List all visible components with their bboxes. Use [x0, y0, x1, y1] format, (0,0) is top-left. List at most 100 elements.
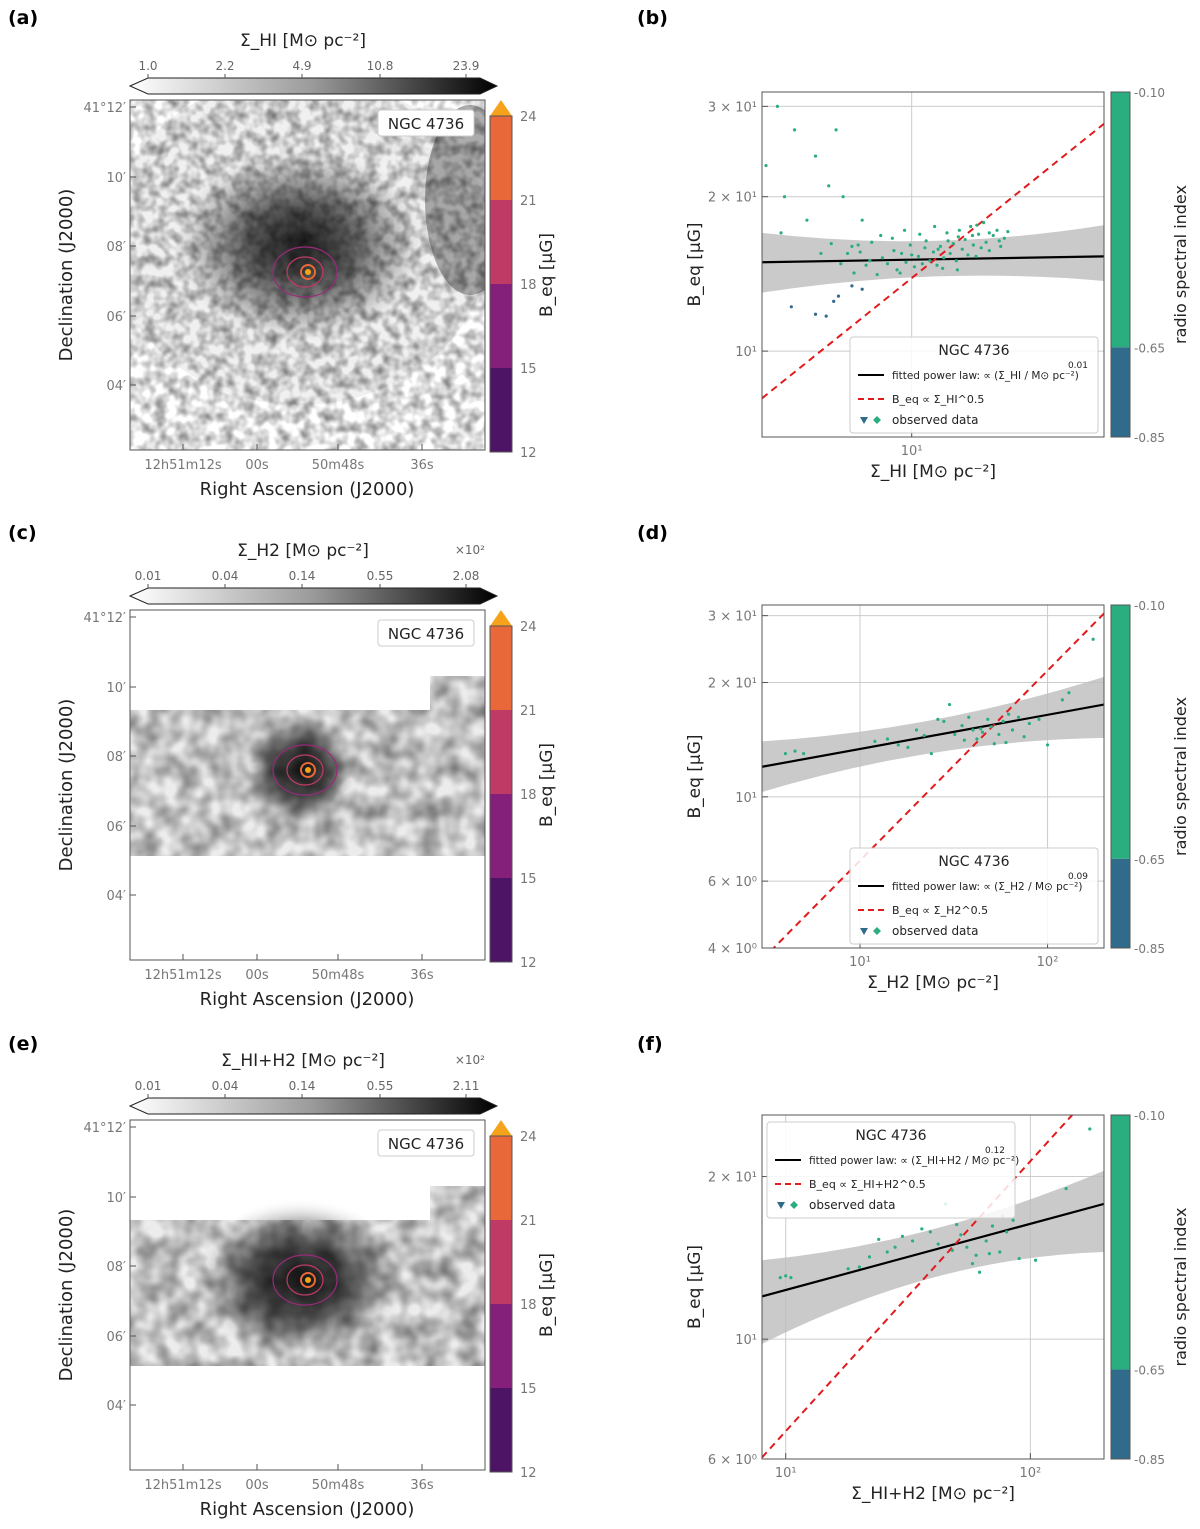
data-point [779, 231, 783, 235]
beq-colorbar-tick-label: 12 [520, 1466, 537, 1481]
beq-colorbar-segment [490, 200, 512, 284]
data-point [895, 268, 899, 272]
legend-title: NGC 4736 [938, 854, 1009, 870]
data-point [864, 263, 868, 267]
data-point [991, 233, 995, 238]
data-point [950, 1248, 954, 1252]
plot-frame [761, 91, 1105, 438]
ra-tick-label: 00s [245, 968, 269, 983]
data-point [904, 260, 908, 264]
ra-tick-label: 36s [410, 1478, 434, 1493]
spectral-colorbar-frame [1110, 604, 1131, 949]
spectral-colorbar-segment [1111, 1369, 1130, 1459]
data-point [954, 259, 958, 263]
data-point [1067, 691, 1071, 695]
dec-tick-label: 08′ [107, 750, 127, 765]
spectral-colorbar-segment [1111, 858, 1130, 948]
ra-tick-label: 50m48s [312, 458, 365, 473]
data-point [922, 733, 926, 738]
beq-colorbar-label: B_eq [μG] [537, 233, 557, 317]
map-colorbar-tick-label: 2.2 [215, 59, 234, 73]
fit-line [762, 1202, 1104, 1298]
ra-tick-label: 12h51m12s [144, 458, 222, 473]
y-axis-label: B_eq [μG] [685, 734, 705, 818]
map-xlabel: Right Ascension (J2000) [200, 479, 415, 500]
contour [272, 744, 338, 796]
map-colorbar [128, 587, 499, 605]
data-point [885, 1250, 889, 1254]
map-colorbar-tick-label: 1.0 [138, 59, 157, 73]
beq-colorbar-label: B_eq [μG] [537, 1253, 557, 1337]
data-point [1064, 1186, 1068, 1191]
y-axis-label: B_eq [μG] [685, 222, 705, 306]
fit-line [762, 255, 1104, 264]
beq-colorbar-tick-label: 15 [520, 362, 537, 377]
data-point [813, 312, 818, 316]
galaxy-label-box [377, 619, 475, 647]
map-colorbar-tick-label: 10.8 [367, 59, 394, 73]
map-colorbar-tick-label: 0.55 [367, 569, 394, 583]
data-point [990, 1224, 995, 1228]
data-point [918, 232, 922, 236]
data-point [980, 730, 985, 734]
data-point [819, 251, 823, 256]
confidence-band [762, 1170, 1104, 1344]
ra-tick-label: 50m48s [312, 1478, 365, 1493]
data-point [951, 242, 955, 246]
data-point [873, 739, 877, 743]
legend-obs-label: observed data [809, 1198, 895, 1212]
contour [286, 256, 324, 288]
beq-colorbar-segment [490, 116, 512, 200]
x-tick-label: 10¹ [775, 1466, 797, 1481]
map-xlabel: Right Ascension (J2000) [200, 1499, 415, 1520]
data-point [908, 243, 912, 247]
data-point [955, 1222, 959, 1227]
data-point [1091, 637, 1095, 641]
data-point [977, 232, 981, 236]
map-colorbar-tick-label: 4.9 [292, 59, 311, 73]
data-point [924, 239, 928, 243]
data-point [928, 1230, 932, 1234]
legend-ref-label: B_eq ∝ Σ_HI+H2^0.5 [809, 1178, 926, 1191]
map-colorbar-tick-label: 0.14 [289, 569, 316, 583]
plot-frame [761, 1114, 1105, 1460]
dec-tick-label: 10′ [107, 681, 127, 696]
spectral-tick-label: -0.85 [1134, 942, 1165, 956]
data-point [902, 228, 907, 232]
ra-tick-label: 36s [410, 458, 434, 473]
beq-colorbar-frame [489, 1135, 513, 1473]
legend-ref-label: B_eq ∝ Σ_HI^0.5 [892, 393, 984, 406]
legend-fit-exponent: 0.12 [985, 1146, 1005, 1156]
beq-colorbar-segment [490, 1304, 512, 1388]
map-ylabel: Declination (J2000) [56, 1209, 77, 1382]
beq-colorbar-segment [490, 1136, 512, 1220]
map-colorbar-label: Σ_H2 [M⊙ pc⁻²] [237, 541, 369, 561]
data-point [846, 1267, 850, 1271]
data-point [1060, 698, 1065, 702]
data-point [910, 253, 914, 257]
data-point [829, 242, 833, 246]
legend-marker-diamond [790, 1201, 798, 1209]
scatter-panel: 10¹ 10¹ 2 × 10¹ 3 × 10¹ Σ_HI [M⊙ pc⁻²] B_eq [… [685, 86, 1190, 482]
data-point [775, 104, 780, 108]
contour [300, 1272, 316, 1288]
data-point [999, 244, 1003, 248]
x-axis-label: Σ_HI [M⊙ pc⁻²] [870, 462, 996, 482]
data-point [1006, 229, 1010, 234]
data-point [1088, 1127, 1092, 1131]
data-point [836, 294, 841, 298]
dec-tick-label: 04′ [107, 889, 127, 904]
data-point [948, 251, 952, 256]
data-point [953, 732, 957, 737]
legend-box [849, 336, 1099, 434]
data-point [910, 1239, 915, 1243]
data-point [995, 228, 999, 232]
beq-colorbar-tick-label: 18 [520, 788, 537, 803]
contour [272, 1254, 338, 1306]
spectral-tick-label: -0.65 [1134, 1364, 1165, 1378]
spectral-colorbar-frame [1110, 91, 1131, 438]
data-point [783, 751, 788, 756]
data-point [880, 256, 885, 260]
dec-tick-label: 06′ [107, 820, 127, 835]
data-point [879, 233, 883, 238]
